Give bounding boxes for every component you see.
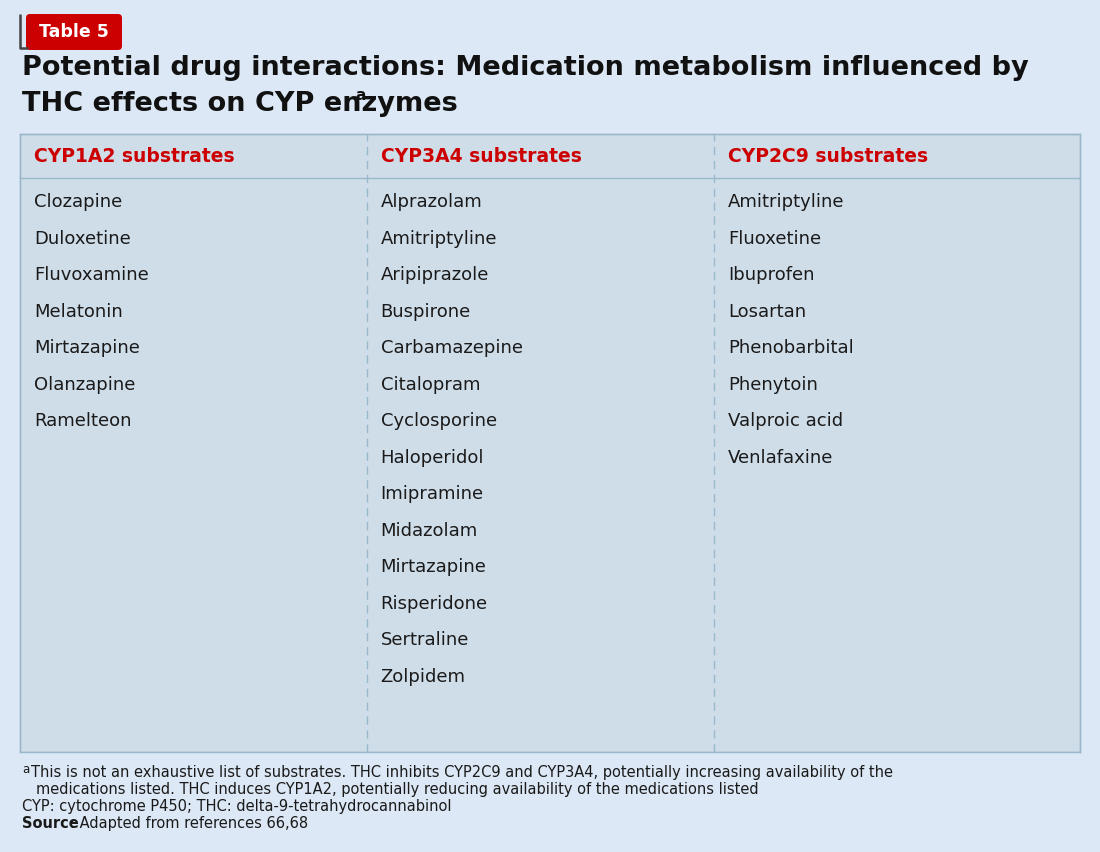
Text: Cyclosporine: Cyclosporine	[381, 412, 497, 430]
Text: CYP: cytochrome P450; THC: delta-9-tetrahydrocannabinol: CYP: cytochrome P450; THC: delta-9-tetra…	[22, 799, 451, 814]
Text: Olanzapine: Olanzapine	[34, 376, 135, 394]
Text: Amitriptyline: Amitriptyline	[728, 193, 845, 211]
Text: Aripiprazole: Aripiprazole	[381, 266, 490, 285]
Text: Alprazolam: Alprazolam	[381, 193, 483, 211]
Text: CYP3A4 substrates: CYP3A4 substrates	[381, 147, 582, 165]
Text: Losartan: Losartan	[728, 302, 806, 320]
Text: Ramelteon: Ramelteon	[34, 412, 132, 430]
Text: Amitriptyline: Amitriptyline	[381, 230, 497, 248]
Text: Risperidone: Risperidone	[381, 595, 487, 613]
Text: Buspirone: Buspirone	[381, 302, 471, 320]
Text: Melatonin: Melatonin	[34, 302, 123, 320]
Text: CYP2C9 substrates: CYP2C9 substrates	[728, 147, 928, 165]
Text: Fluvoxamine: Fluvoxamine	[34, 266, 148, 285]
Text: Citalopram: Citalopram	[381, 376, 480, 394]
Text: Phenytoin: Phenytoin	[728, 376, 818, 394]
Text: Imipramine: Imipramine	[381, 486, 484, 504]
Text: Zolpidem: Zolpidem	[381, 668, 465, 686]
Text: Phenobarbital: Phenobarbital	[728, 339, 854, 357]
Text: Carbamazepine: Carbamazepine	[381, 339, 522, 357]
Text: : Adapted from references 66,68: : Adapted from references 66,68	[70, 816, 308, 831]
Text: Midazolam: Midazolam	[381, 521, 477, 540]
Text: Fluoxetine: Fluoxetine	[728, 230, 822, 248]
Text: Mirtazapine: Mirtazapine	[381, 558, 486, 576]
Text: a: a	[22, 763, 30, 776]
Bar	[0, 752, 1100, 852]
Text: THC effects on CYP enzymes: THC effects on CYP enzymes	[22, 91, 458, 117]
Text: Potential drug interactions: Medication metabolism influenced by: Potential drug interactions: Medication …	[22, 55, 1028, 81]
Text: medications listed. THC induces CYP1A2, potentially reducing availability of the: medications listed. THC induces CYP1A2, …	[36, 782, 759, 797]
Text: CYP1A2 substrates: CYP1A2 substrates	[34, 147, 234, 165]
Text: Mirtazapine: Mirtazapine	[34, 339, 140, 357]
Text: a: a	[355, 88, 365, 103]
Text: Table 5: Table 5	[40, 23, 109, 41]
Text: Sertraline: Sertraline	[381, 631, 469, 649]
Text: Ibuprofen: Ibuprofen	[728, 266, 815, 285]
FancyBboxPatch shape	[26, 14, 122, 50]
Text: Source: Source	[22, 816, 79, 831]
Text: Clozapine: Clozapine	[34, 193, 122, 211]
Text: Valproic acid: Valproic acid	[728, 412, 844, 430]
Text: Venlafaxine: Venlafaxine	[728, 449, 834, 467]
Text: Haloperidol: Haloperidol	[381, 449, 484, 467]
Text: Duloxetine: Duloxetine	[34, 230, 131, 248]
Bar	[20, 134, 1080, 752]
Text: This is not an exhaustive list of substrates. THC inhibits CYP2C9 and CYP3A4, po: This is not an exhaustive list of substr…	[31, 765, 893, 780]
